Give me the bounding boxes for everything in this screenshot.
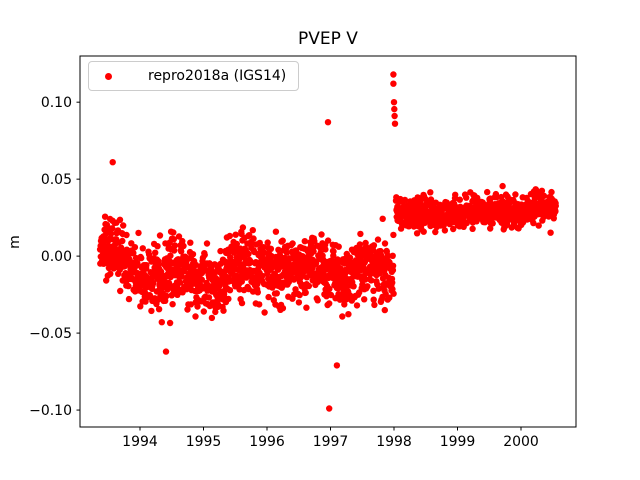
legend: repro2018a (IGS14) xyxy=(88,61,300,91)
y-tick-label: −0.10 xyxy=(29,403,72,419)
x-tick-label: 1995 xyxy=(186,434,222,450)
outlier-point xyxy=(333,362,341,369)
outlier-point xyxy=(109,159,116,166)
outlier-point xyxy=(499,182,506,190)
outlier-point xyxy=(391,112,398,120)
y-tick-label: −0.05 xyxy=(29,326,72,342)
outlier-point xyxy=(390,80,397,87)
x-tick-label: 1996 xyxy=(249,434,285,450)
x-tick-label: 2000 xyxy=(503,434,539,450)
x-tick-label: 1998 xyxy=(376,434,412,450)
outlier-point xyxy=(391,105,398,113)
outlier-point xyxy=(390,99,398,106)
outlier-point xyxy=(324,119,332,126)
x-tick-label: 1994 xyxy=(122,434,158,450)
outlier-point xyxy=(391,120,399,127)
x-tick-label: 1997 xyxy=(313,434,349,450)
scatter-points xyxy=(96,71,559,412)
legend-marker-dot xyxy=(105,72,112,80)
chart-title: PVEP V xyxy=(298,29,358,49)
y-tick-label: 0.05 xyxy=(41,172,72,188)
x-tick-label: 1999 xyxy=(440,434,476,450)
outlier-point xyxy=(390,71,397,78)
legend-label: repro2018a (IGS14) xyxy=(148,68,287,84)
axes-spines xyxy=(79,55,577,428)
outlier-point xyxy=(162,348,170,355)
y-tick-label: 0.10 xyxy=(41,95,72,111)
y-tick-label: 0.00 xyxy=(41,249,72,265)
outlier-point xyxy=(326,405,333,412)
